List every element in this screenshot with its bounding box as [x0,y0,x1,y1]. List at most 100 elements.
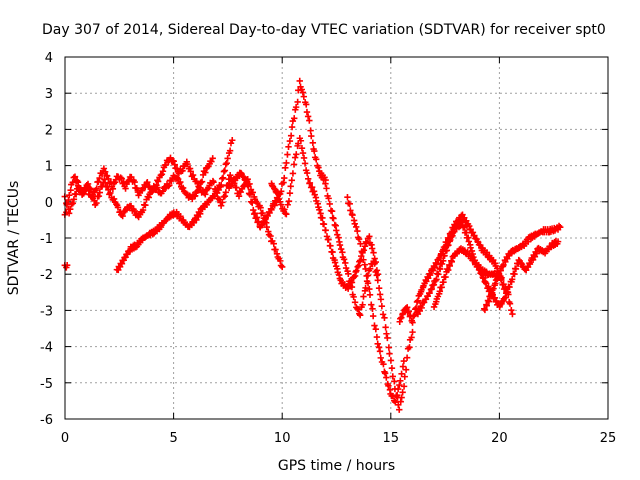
data-point [400,383,408,390]
data-point [74,178,82,186]
data-point [198,178,206,185]
data-point [400,357,408,365]
data-point [345,270,352,278]
data-point [250,206,257,214]
data-point [292,103,300,111]
data-point [399,363,407,370]
data-point [83,181,90,189]
data-point [364,280,372,287]
data-point [445,266,452,274]
data-point [189,171,197,179]
data-point [96,174,103,182]
data-point [436,265,444,273]
data-point [459,218,466,226]
data-point [322,180,329,187]
data-point [316,206,323,214]
data-point [113,200,120,208]
data-point [508,276,516,283]
data-point [426,271,434,279]
data-point [306,117,313,124]
x-tick-label: 20 [491,431,508,446]
data-point [441,252,448,259]
data-point [402,305,410,312]
data-point [89,191,96,199]
data-point [355,306,362,313]
data-point [360,293,367,300]
data-point [376,291,384,298]
data-point [448,258,456,265]
data-point [119,212,126,220]
y-tick-label: 2 [45,123,53,138]
data-point [435,271,442,278]
data-point [372,326,380,333]
data-point [432,277,439,284]
data-point [307,127,314,134]
data-point [360,256,367,263]
data-point [399,389,406,396]
data-point [303,169,311,177]
data-point [279,263,286,271]
data-point [369,305,376,312]
data-point [197,179,204,186]
data-point [153,185,160,192]
data-point [222,189,230,196]
y-tick-label: 4 [45,51,53,66]
data-point [257,204,264,211]
data-point [512,265,520,273]
data-point [87,186,95,193]
data-point [270,240,277,247]
data-point [139,206,147,214]
data-point [385,344,393,351]
data-point [362,265,369,273]
data-point [218,181,225,189]
data-point [283,211,290,218]
data-point [304,113,312,120]
grid-lines [65,57,608,419]
data-point [465,238,473,245]
data-point [109,185,117,193]
data-point [379,311,387,318]
data-point [66,191,73,199]
data-point [555,222,563,230]
data-point [509,310,516,318]
data-point [378,302,386,310]
data-point [298,144,306,152]
chart-title: Day 307 of 2014, Sidereal Day-to-day VTE… [42,22,606,38]
data-point [344,194,351,201]
data-point [494,275,501,282]
data-point [157,223,165,231]
data-point [229,137,236,144]
data-point [490,256,497,264]
data-point [285,197,293,205]
data-point [176,180,183,187]
data-point [490,285,497,292]
data-point [506,300,514,307]
data-point [331,259,339,266]
data-point [387,357,395,364]
data-point [442,273,449,281]
data-point [348,283,356,291]
data-point [351,220,358,228]
data-point [63,209,70,216]
data-point [191,192,199,200]
data-point [177,213,184,220]
data-point [356,311,364,319]
data-point [289,170,297,177]
data-point [263,223,270,231]
data-point [179,184,187,192]
data-point [221,192,229,200]
data-point [290,161,298,168]
data-point [312,156,320,163]
y-tick-labels: 4 3 2 1 0 -1 -2 -3 -4 -5 -6 [40,51,53,428]
data-point [359,301,366,308]
data-point [133,184,140,192]
data-point [291,115,298,122]
data-point [162,161,169,169]
satellite-trace-12 [481,222,564,314]
data-point [380,360,387,368]
data-point [259,209,266,217]
data-point [237,188,244,196]
data-point [478,270,486,278]
data-point [158,171,166,178]
data-point [154,178,162,185]
